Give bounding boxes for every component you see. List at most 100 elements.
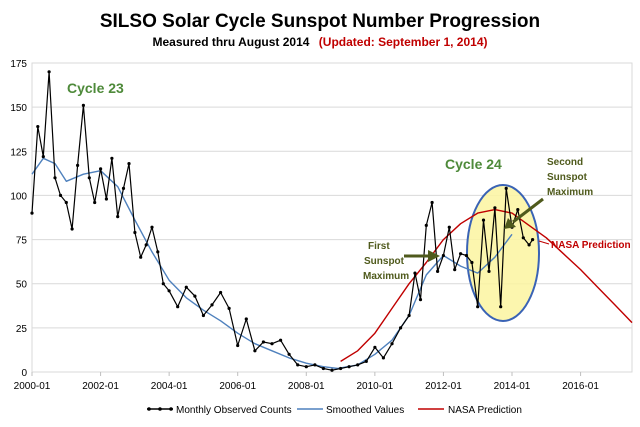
x-tick-label: 2014-01 (494, 381, 531, 392)
x-tick-label: 2002-01 (82, 381, 119, 392)
observed-point (184, 285, 188, 289)
first-maximum-label-line2: Sunspot (364, 256, 405, 267)
observed-point (110, 156, 114, 160)
observed-point (261, 340, 265, 344)
observed-point (287, 352, 291, 356)
legend-observed-marker-mid (158, 407, 162, 411)
chart-update-note: (Updated: September 1, 2014) (319, 35, 488, 49)
observed-point (390, 342, 394, 346)
observed-point (47, 70, 51, 74)
observed-point (167, 289, 171, 293)
second-maximum-label-line2: Sunspot (547, 172, 588, 183)
second-maximum-label-line1: Second (547, 157, 583, 168)
gridlines (32, 62, 632, 373)
y-tick-label: 175 (10, 59, 27, 70)
y-tick-label: 50 (16, 280, 28, 291)
legend-smoothed-label: Smoothed Values (326, 405, 404, 416)
observed-point (481, 218, 486, 222)
legend: Monthly Observed Counts Smoothed Values … (147, 405, 522, 416)
observed-point (531, 238, 535, 242)
x-tick-label: 2008-01 (288, 381, 325, 392)
observed-point (447, 225, 451, 229)
observed-point (70, 227, 74, 231)
observed-point (424, 223, 428, 227)
smoothed-values-line (31, 157, 513, 370)
x-tick-label: 2010-01 (357, 381, 394, 392)
observed-point (413, 271, 417, 275)
observed-point (464, 253, 468, 258)
observed-point (161, 282, 165, 286)
observed-point (144, 243, 148, 247)
observed-point (521, 236, 525, 240)
observed-point (430, 200, 434, 205)
observed-point (133, 230, 137, 235)
y-tick-label: 125 (10, 147, 27, 158)
x-tick-label: 2012-01 (425, 381, 462, 392)
observed-point (236, 343, 240, 348)
second-maximum-label-line3: Maximum (547, 187, 593, 198)
observed-point (476, 305, 480, 309)
observed-point (93, 200, 97, 205)
legend-observed-marker-left (147, 407, 151, 411)
x-tick-label: 2000-01 (14, 381, 51, 392)
cycle-23-label: Cycle 23 (67, 80, 124, 96)
observed-point (121, 186, 126, 190)
observed-point (356, 363, 360, 367)
observed-point (150, 225, 154, 229)
observed-point (253, 349, 257, 353)
y-tick-label: 100 (10, 191, 27, 202)
nasa-prediction-leader (538, 240, 550, 245)
observed-point (321, 366, 325, 371)
observed-point (339, 366, 343, 371)
observed-point (156, 250, 160, 254)
legend-observed-label: Monthly Observed Counts (176, 405, 292, 416)
nasa-prediction-label: NASA Prediction (551, 240, 631, 251)
observed-point (527, 243, 531, 247)
observed-point (364, 359, 368, 363)
observed-point (296, 363, 300, 367)
first-maximum-label-line1: First (368, 241, 390, 252)
observed-point (441, 253, 445, 258)
observed-point (470, 260, 474, 265)
plot-area-border (31, 62, 633, 373)
y-tick-label: 0 (21, 368, 27, 379)
observed-point (116, 215, 120, 219)
monthly-observed-series (30, 70, 535, 372)
smoothed-values-series (31, 157, 513, 370)
y-tick-label: 150 (10, 103, 27, 114)
observed-point (493, 206, 497, 210)
observed-point (516, 208, 520, 212)
first-maximum-arrow (404, 250, 440, 262)
observed-point (381, 356, 385, 360)
second-maximum-arrow (504, 197, 544, 229)
observed-point (418, 298, 423, 302)
observed-point (244, 317, 248, 321)
observed-point (87, 176, 91, 180)
observed-point (313, 363, 317, 367)
observed-point (81, 103, 85, 107)
observed-point (407, 313, 411, 318)
nasa-prediction-line (340, 208, 633, 362)
observed-point (41, 155, 45, 159)
legend-item-smoothed: Smoothed Values (297, 405, 404, 416)
observed-point (36, 125, 40, 129)
chart-subtitle-line: Measured thru August 2014 (Updated: Sept… (153, 35, 488, 49)
first-maximum-label-line3: Maximum (363, 271, 409, 282)
observed-point (210, 303, 214, 307)
chart-title: SILSO Solar Cycle Sunspot Number Progres… (100, 11, 540, 32)
legend-item-nasa: NASA Prediction (418, 405, 522, 416)
x-tick-label: 2004-01 (151, 381, 188, 392)
y-tick-label: 25 (16, 324, 28, 335)
observed-point (499, 305, 503, 309)
monthly-observed-line (31, 71, 534, 371)
observed-point (127, 162, 131, 166)
observed-point (487, 269, 491, 273)
observed-point (399, 326, 403, 330)
observed-point (139, 255, 143, 259)
observed-point (330, 368, 334, 372)
y-axis: 0 25 50 75 100 125 150 175 (10, 59, 27, 379)
observed-point (201, 313, 205, 318)
observed-point (304, 365, 308, 369)
observed-point (347, 365, 351, 369)
